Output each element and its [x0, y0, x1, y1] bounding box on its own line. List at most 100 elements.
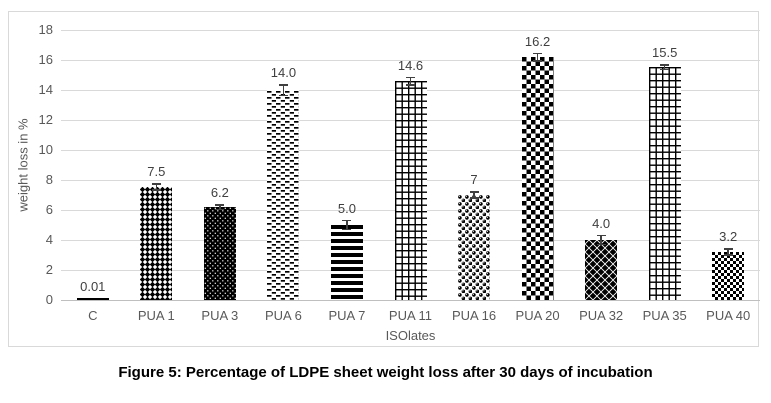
x-tick-label: PUA 40	[706, 308, 751, 323]
bar-value-label: 6.2	[210, 185, 229, 200]
bar-pua-7	[330, 225, 363, 300]
error-bar-part	[151, 183, 161, 185]
x-tick-label: PUA 7	[328, 308, 366, 323]
error-bar-part	[600, 234, 602, 246]
error-bar-part	[663, 64, 666, 70]
bar-pua-1	[140, 187, 173, 300]
bar-value-label: 5.0	[337, 200, 356, 216]
bar-pattern-spheres	[458, 195, 491, 300]
bar-value-label: 0.01	[80, 279, 106, 294]
error-bar-part	[215, 204, 225, 206]
bar-pattern-diamonds-black	[585, 240, 618, 300]
error-bar	[533, 52, 543, 62]
error-bar-part	[660, 68, 670, 70]
y-tick-label: 6	[45, 202, 53, 217]
bar-value-label: 4.0	[592, 215, 611, 231]
error-bar-part	[342, 219, 352, 222]
x-tick-label: PUA 11	[388, 308, 433, 323]
bar-pattern-dashes	[267, 90, 300, 300]
error-bar-part	[278, 94, 288, 96]
y-tick-label: 12	[38, 112, 53, 127]
y-tick-label: 14	[38, 82, 53, 97]
error-bar-part	[409, 76, 412, 86]
x-tick-label: PUA 16	[451, 308, 497, 323]
bar-value-label: 16.2	[524, 33, 551, 49]
y-tick-label: 0	[45, 292, 53, 307]
x-axis-title: ISOlates	[385, 328, 436, 343]
error-bar-part	[536, 52, 539, 62]
bar-pua-16	[458, 195, 491, 300]
bar-pattern-hstripes	[330, 225, 363, 300]
error-bar-part	[473, 191, 475, 199]
error-bar	[406, 76, 416, 86]
x-tick-label: PUA 20	[515, 308, 560, 323]
y-tick-label: 8	[45, 172, 53, 187]
bar-value-label: 15.5	[652, 45, 678, 60]
bar-c	[76, 298, 109, 300]
x-tick-label: PUA 3	[201, 308, 239, 323]
error-bar-part	[723, 254, 733, 256]
bar-pattern-checker-small	[712, 252, 745, 300]
y-tick-label: 10	[38, 142, 53, 157]
x-tick-label: PUA 35	[642, 308, 687, 323]
error-bar	[278, 84, 288, 96]
bar-pattern-grid	[394, 81, 427, 300]
x-tick-label: PUA 6	[264, 308, 302, 323]
y-tick-label: 4	[45, 232, 53, 247]
bar-value-label: 7	[470, 172, 478, 188]
error-bar-part	[342, 228, 352, 231]
error-bar	[469, 191, 479, 199]
bar-pua-11	[394, 81, 427, 300]
error-bar-part	[155, 183, 158, 191]
bar-chart: weight loss in % ISOlates 0 2 4 6 8 10 12 14 16 1…	[8, 11, 760, 347]
x-tick-label: PUA 32	[579, 308, 624, 323]
bar-pua-40	[712, 252, 745, 300]
bar-value-label: 14.0	[270, 65, 297, 80]
bar-pattern-grid	[648, 67, 681, 300]
error-bar-part	[469, 191, 479, 193]
bar-pattern-checker-large	[521, 57, 554, 300]
bar-value-label: 14.6	[397, 57, 424, 73]
error-bar-part	[406, 76, 415, 78]
bar-pua-35	[648, 67, 681, 300]
bar-pua-3	[203, 207, 236, 300]
error-bar-part	[660, 64, 670, 66]
bar-pattern-dots-on-black	[203, 207, 236, 300]
error-bar-part	[406, 84, 415, 86]
x-tick-label: PUA 1	[137, 308, 175, 323]
x-tick-label: C	[88, 308, 98, 323]
error-bar-part	[469, 197, 479, 199]
y-tick-label: 2	[45, 262, 53, 277]
y-tick-label: 16	[38, 52, 53, 67]
bar-pua-20	[521, 57, 554, 300]
gridline	[61, 29, 760, 31]
gridline	[61, 59, 760, 61]
bar-value-label: 3.2	[719, 229, 738, 245]
error-bar-part	[727, 248, 729, 256]
error-bar-part	[533, 52, 543, 54]
error-bar-part	[533, 60, 543, 62]
error-bar	[660, 64, 670, 70]
error-bar	[723, 248, 733, 256]
bar-pua-6	[267, 90, 300, 300]
bar-value-label: 7.5	[147, 164, 166, 180]
error-bar-part	[219, 204, 221, 210]
error-bar-part	[282, 84, 285, 96]
error-bar	[215, 204, 225, 210]
error-bar-part	[278, 84, 288, 86]
error-bar-part	[215, 208, 225, 210]
error-bar-part	[346, 219, 348, 231]
error-bar-part	[723, 248, 733, 250]
error-bar-part	[596, 243, 606, 246]
error-bar	[151, 183, 161, 191]
bar-pua-32	[585, 240, 618, 300]
error-bar-part	[151, 189, 161, 191]
y-tick-label: 18	[38, 22, 53, 37]
error-bar	[342, 219, 352, 231]
error-bar-part	[596, 234, 606, 237]
figure-caption: Figure 5: Percentage of LDPE sheet weigh…	[118, 364, 653, 381]
y-axis-title: weight loss in %	[15, 118, 31, 212]
x-axis-line	[61, 299, 760, 301]
bar-pattern-diamond-small	[140, 187, 173, 300]
